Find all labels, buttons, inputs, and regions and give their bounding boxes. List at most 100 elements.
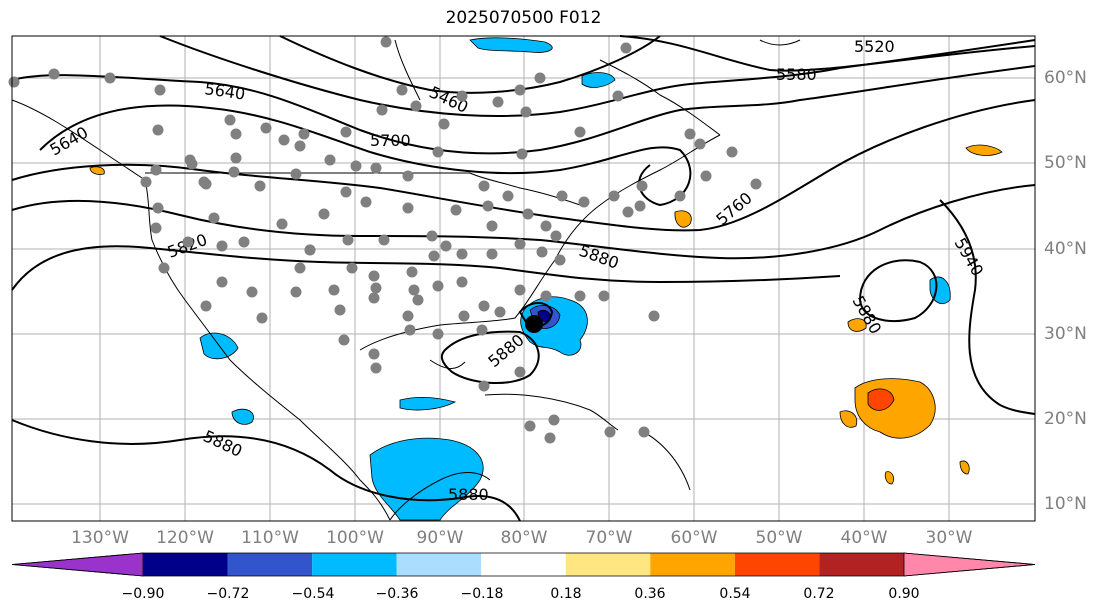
contour-label: 5700 <box>370 131 411 150</box>
station-marker <box>298 128 310 140</box>
station-marker <box>360 196 372 208</box>
colorbar-outline <box>11 552 1036 577</box>
lon-label: 50°W <box>755 528 803 548</box>
station-marker <box>182 236 194 248</box>
station-marker <box>318 208 330 220</box>
lat-label: 40°N <box>1044 239 1087 259</box>
station-marker <box>370 162 382 174</box>
station-marker <box>622 206 634 218</box>
station-marker <box>438 118 450 130</box>
station-marker <box>478 300 490 312</box>
contour-label: 5880 <box>484 330 527 371</box>
station-marker <box>304 244 316 256</box>
colorbar-segment <box>312 553 397 576</box>
station-marker <box>340 126 352 138</box>
colorbar-tick-label: −0.36 <box>375 586 419 602</box>
station-marker <box>152 202 164 214</box>
station-marker <box>636 180 648 192</box>
station-marker <box>228 166 240 178</box>
station-marker <box>412 294 424 306</box>
colorbar-segment <box>565 553 651 576</box>
station-marker <box>368 270 380 282</box>
station-marker <box>376 104 388 116</box>
station-marker <box>574 126 586 138</box>
station-marker <box>514 366 526 378</box>
station-marker <box>432 328 444 340</box>
station-marker <box>456 248 468 260</box>
contour-label: 5760 <box>712 188 755 229</box>
low-center-marker <box>525 315 543 333</box>
station-marker <box>276 218 288 230</box>
station-marker <box>534 72 546 84</box>
station-marker <box>198 176 210 188</box>
station-marker <box>536 246 548 258</box>
station-marker <box>648 310 660 322</box>
station-marker <box>524 420 536 432</box>
lon-label: 100°W <box>326 528 384 548</box>
station-marker <box>152 124 164 136</box>
contour-label: 5940 <box>951 235 988 280</box>
station-marker <box>230 128 242 140</box>
station-marker <box>104 72 116 84</box>
station-marker <box>486 220 498 232</box>
station-marker <box>294 262 306 274</box>
lat-label: 50°N <box>1044 153 1087 173</box>
lat-label: 10°N <box>1044 494 1087 514</box>
station-marker <box>634 200 646 212</box>
contour-label: 5640 <box>203 79 246 103</box>
station-marker <box>342 234 354 246</box>
station-marker <box>432 146 444 158</box>
station-marker <box>456 90 468 102</box>
anomaly-shading <box>89 37 1003 521</box>
colorbar-tick-label: −0.54 <box>291 586 335 602</box>
contour-label: 5520 <box>854 37 895 56</box>
station-marker <box>338 334 350 346</box>
station-marker <box>140 176 152 188</box>
colorbar-extend-max <box>903 552 1036 577</box>
station-marker <box>428 250 440 262</box>
station-marker <box>324 154 336 166</box>
lon-label: 30°W <box>925 528 973 548</box>
colorbar-tick-label: 0.90 <box>888 586 920 602</box>
station-markers <box>8 36 762 444</box>
station-marker <box>396 84 408 96</box>
station-marker <box>514 84 526 96</box>
colorbar-segment <box>481 553 566 576</box>
station-marker <box>290 168 302 180</box>
station-marker <box>216 240 228 252</box>
station-marker <box>598 290 610 302</box>
station-marker <box>402 170 414 182</box>
station-marker <box>700 170 712 182</box>
station-marker <box>278 134 290 146</box>
station-marker <box>8 76 20 88</box>
lat-label: 20°N <box>1044 409 1087 429</box>
lat-label: 30°N <box>1044 324 1087 344</box>
station-marker <box>574 290 586 302</box>
station-marker <box>516 148 528 160</box>
colorbar-tick-label: 0.54 <box>719 586 751 602</box>
station-marker <box>368 348 380 360</box>
station-marker <box>476 324 488 336</box>
station-marker <box>492 96 504 108</box>
lon-label: 40°W <box>840 528 888 548</box>
station-marker <box>612 90 624 102</box>
station-marker <box>440 240 452 252</box>
station-marker <box>556 190 568 202</box>
station-marker <box>726 146 738 158</box>
station-marker <box>548 414 560 426</box>
chart-title: 2025070500 F012 <box>445 8 602 28</box>
station-marker <box>246 286 258 298</box>
station-marker <box>230 152 242 164</box>
colorbar-tick-label: −0.90 <box>121 586 165 602</box>
colorbar-segment <box>227 553 313 576</box>
contour-label: 5880 <box>448 485 489 504</box>
station-marker <box>514 284 526 296</box>
station-marker <box>260 122 272 134</box>
station-marker <box>378 234 390 246</box>
station-marker <box>750 178 762 190</box>
station-marker <box>458 310 470 322</box>
station-marker <box>254 180 266 192</box>
station-marker <box>406 266 418 278</box>
station-marker <box>620 42 632 54</box>
